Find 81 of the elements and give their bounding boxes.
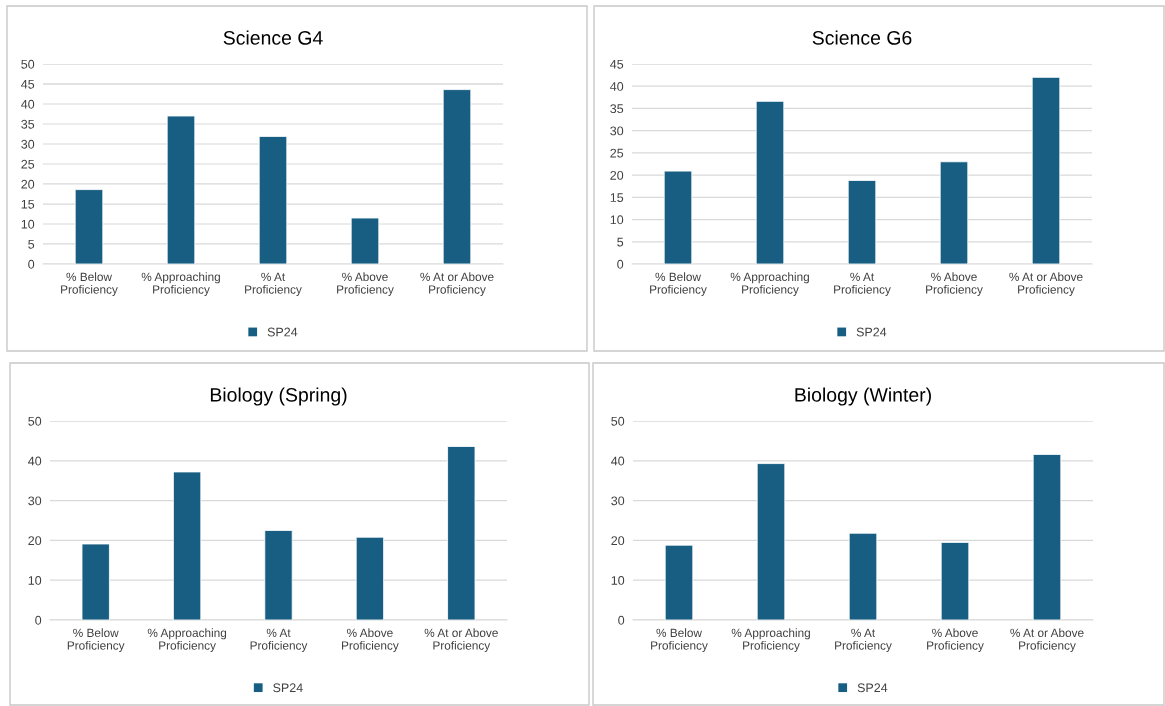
y-tick-label: 40 [21,99,35,109]
y-tick-label: 35 [610,104,624,114]
bar [447,446,476,620]
bar [1031,76,1061,264]
bar [264,530,293,620]
y-tick-label: 30 [28,496,42,506]
x-tick-label: % At Proficiency [245,272,302,297]
x-tick-label: % Below Proficiency [67,628,125,653]
bar [663,170,693,264]
bar [939,161,969,264]
y-tick-label: 20 [610,170,624,180]
legend-label: SP24 [856,327,887,337]
y-tick-label: 20 [611,536,625,546]
bar [755,100,785,264]
x-tick-label: % At Proficiency [834,272,891,297]
bar [442,89,472,264]
chart-title: Biology (Spring) [210,387,347,406]
legend-label: SP24 [267,327,298,337]
x-tick-label: % At or Above Proficiency [1009,272,1083,297]
y-tick-label: 45 [610,59,624,69]
y-tick-label: 20 [21,179,35,189]
y-tick-label: 25 [21,159,35,169]
y-tick-label: 25 [610,148,624,158]
x-tick-label: % Approaching Proficiency [730,272,809,297]
bar [74,189,104,264]
x-tick-label: % Above Proficiency [926,272,983,297]
y-tick-label: 15 [610,193,624,202]
x-tick-label: % Above Proficiency [927,628,984,653]
bar [172,471,202,620]
y-tick-label: 45 [21,79,35,89]
y-tick-label: 0 [28,259,35,269]
y-tick-label: 30 [21,139,35,149]
y-tick-label: 15 [21,199,35,209]
y-tick-label: 20 [28,536,42,546]
x-tick-label: % Above Proficiency [337,272,394,297]
x-tick-label: % At or Above Proficiency [424,628,498,653]
bar [258,135,288,264]
y-tick-label: 10 [611,576,625,585]
y-tick-label: 10 [21,219,35,229]
bar [355,536,385,620]
y-tick-label: 30 [610,126,624,136]
y-tick-label: 40 [28,456,42,466]
bar [166,115,196,264]
bar [81,543,110,620]
y-tick-label: 10 [610,215,624,225]
legend-label: SP24 [857,683,888,693]
y-tick-label: 50 [28,416,42,426]
legend-label: SP24 [273,683,303,693]
y-tick-label: 0 [617,259,624,269]
y-tick-label: 50 [611,416,625,426]
bar [940,541,970,620]
bar [756,463,786,620]
x-tick-label: % At Proficiency [835,628,892,653]
x-tick-label: % At Proficiency [250,628,308,653]
y-tick-label: 5 [617,237,624,247]
bar [664,544,694,620]
bar [848,532,878,620]
x-tick-label: % Below Proficiency [650,272,707,297]
y-tick-label: 35 [21,119,35,129]
y-tick-label: 10 [28,576,42,585]
y-tick-label: 50 [21,59,35,69]
x-tick-label: % Below Proficiency [651,628,708,653]
x-tick-label: % Approaching Proficiency [147,628,227,653]
y-tick-label: 5 [28,239,35,249]
x-tick-label: % At or Above Proficiency [420,272,494,297]
y-tick-label: 40 [611,456,625,466]
bar [350,217,380,264]
y-tick-label: 0 [618,615,625,625]
chart-title: Biology (Winter) [795,387,931,406]
x-tick-label: % At or Above Proficiency [1010,628,1084,653]
y-tick-label: 40 [610,82,624,91]
x-tick-label: % Above Proficiency [342,628,399,653]
x-tick-label: % Approaching Proficiency [141,272,220,297]
y-tick-label: 0 [35,615,42,625]
chart-title: Science G6 [812,30,912,45]
chart-title: Science G4 [223,30,323,45]
y-tick-label: 30 [611,496,625,506]
x-tick-label: % Approaching Proficiency [731,628,810,653]
bar [1032,454,1062,620]
x-tick-label: % Below Proficiency [61,272,118,297]
bar [847,180,877,264]
